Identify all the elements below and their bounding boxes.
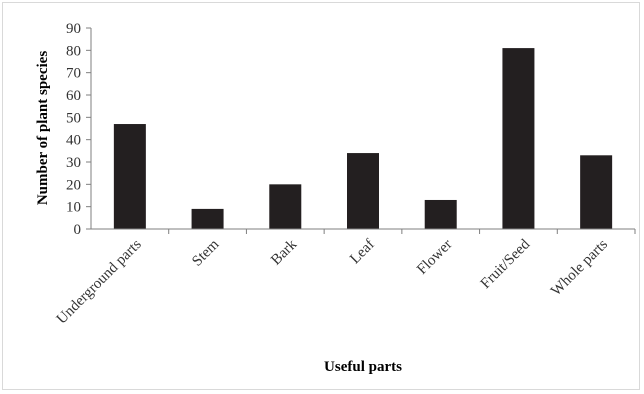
- bar-flower: [424, 199, 457, 229]
- x-axis-title: Useful parts: [324, 359, 402, 375]
- x-category-label: Flower: [414, 237, 455, 278]
- y-tick-label: 0: [74, 222, 82, 238]
- x-category-label: Leaf: [347, 237, 378, 268]
- y-axis-ticks: 0 10 20 30 40 50 60 70 80 90: [66, 21, 91, 238]
- bar-whole-parts: [580, 155, 613, 229]
- y-tick-label: 20: [66, 177, 81, 193]
- bar-underground-parts: [113, 124, 146, 229]
- x-category-label: Stem: [189, 236, 222, 269]
- y-tick-label: 30: [66, 155, 81, 171]
- y-tick-label: 80: [66, 43, 81, 59]
- x-category-label: Whole parts: [548, 236, 611, 299]
- y-axis-title: Number of plant species: [35, 51, 51, 205]
- x-axis-categories: Underground parts Stem Bark Leaf Flower Fruit…: [54, 229, 636, 327]
- y-tick-label: 10: [66, 200, 81, 216]
- y-tick-label: 70: [66, 66, 81, 82]
- bars: [113, 48, 613, 229]
- bar-stem: [191, 208, 224, 229]
- x-category-label: Fruit/Seed: [478, 236, 534, 292]
- y-tick-label: 60: [66, 88, 81, 104]
- x-category-label: Bark: [268, 236, 300, 268]
- y-tick-label: 90: [66, 21, 81, 37]
- y-tick-label: 40: [66, 133, 81, 149]
- bar-bark: [269, 184, 302, 229]
- y-tick-label: 50: [66, 110, 81, 126]
- x-category-label: Underground parts: [54, 236, 145, 327]
- bar-leaf: [347, 153, 379, 229]
- bar-fruit-seed: [502, 48, 535, 229]
